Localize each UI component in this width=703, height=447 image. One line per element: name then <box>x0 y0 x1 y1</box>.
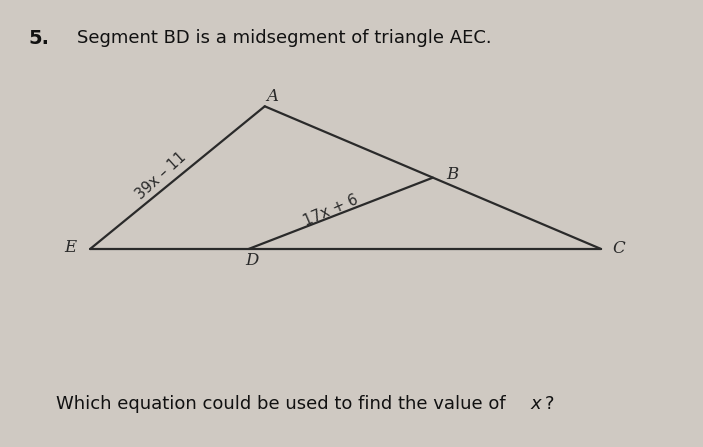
Text: B: B <box>446 166 458 183</box>
Text: D: D <box>245 253 259 270</box>
Text: E: E <box>65 239 77 256</box>
Text: 5.: 5. <box>28 29 49 48</box>
Text: x: x <box>531 396 541 413</box>
Text: 17x + 6: 17x + 6 <box>302 193 361 229</box>
Text: C: C <box>613 240 626 257</box>
Text: Which equation could be used to find the value of: Which equation could be used to find the… <box>56 396 512 413</box>
Text: ?: ? <box>545 396 555 413</box>
Text: A: A <box>266 88 278 105</box>
Text: 39x – 11: 39x – 11 <box>133 149 188 202</box>
Text: Segment BD is a midsegment of triangle AEC.: Segment BD is a midsegment of triangle A… <box>77 29 492 47</box>
